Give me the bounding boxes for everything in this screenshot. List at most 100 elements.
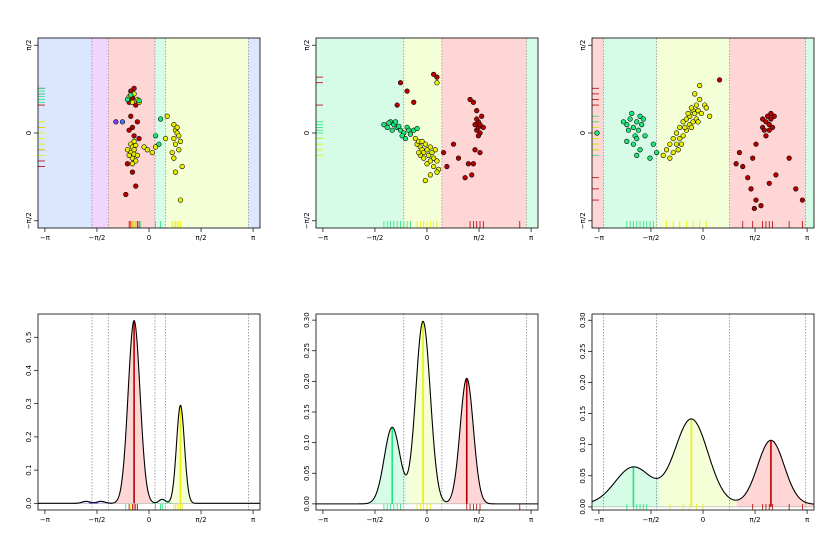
data-point [131, 138, 137, 144]
data-point [450, 141, 457, 147]
data-point [171, 155, 177, 161]
data-point [750, 155, 756, 161]
data-point [128, 92, 134, 98]
data-point [663, 147, 670, 153]
data-point [129, 161, 136, 167]
x-tick-label: −π/2 [642, 516, 659, 524]
y-tick-label: 0.0 [25, 498, 33, 509]
data-point [427, 172, 433, 178]
data-point [128, 113, 134, 119]
data-point [404, 88, 410, 94]
x-tick-label: π/2 [196, 516, 207, 524]
x-tick-label: −π/2 [366, 516, 383, 524]
data-point [695, 108, 701, 114]
data-point [758, 203, 764, 209]
data-point [637, 113, 643, 119]
data-point [119, 119, 126, 125]
data-point [444, 163, 450, 170]
data-point [396, 123, 402, 129]
region-band [805, 38, 814, 228]
data-point [407, 131, 414, 137]
data-point [414, 125, 420, 132]
data-point [683, 116, 690, 122]
x-tick-label: π/2 [474, 516, 485, 524]
y-tick-label: 0.00 [579, 499, 587, 515]
region-band [656, 38, 730, 228]
y-tick-label: 0.10 [579, 437, 587, 453]
data-point [434, 169, 440, 175]
density-fill [592, 466, 660, 507]
data-point [642, 133, 648, 139]
data-point [465, 161, 472, 167]
data-point [434, 158, 440, 164]
data-point [144, 147, 150, 153]
plot-frame [37, 313, 261, 511]
data-point [697, 96, 703, 103]
y-tick-label: 0.15 [303, 404, 311, 420]
data-point [594, 130, 600, 136]
density-curve [316, 320, 538, 505]
data-point [625, 127, 632, 133]
region-band [154, 38, 166, 228]
data-point [703, 105, 709, 111]
data-point [786, 155, 792, 161]
data-point [635, 127, 641, 133]
data-point [156, 141, 162, 147]
data-point [153, 133, 159, 139]
density-fill [168, 405, 260, 504]
x-tick-label: −π [594, 234, 605, 242]
data-point [733, 161, 739, 167]
data-point [769, 124, 776, 131]
y-tick-label: 0.10 [303, 435, 311, 451]
x-tick-label: −π [40, 516, 51, 524]
data-point [682, 124, 688, 131]
panel-top-right: −π −π/2 0 π/2 π −π/2 0 π/2 [579, 37, 815, 242]
data-point [470, 161, 476, 167]
data-point [673, 141, 680, 147]
data-point [753, 197, 759, 203]
data-point [677, 135, 683, 142]
region-band [38, 38, 93, 228]
x-tick-label: π [251, 516, 256, 524]
plot-area [38, 38, 260, 228]
density-fill [659, 418, 737, 507]
data-point [624, 122, 630, 128]
data-point [455, 155, 462, 161]
data-point [654, 149, 660, 156]
y-tick-label: 0.00 [303, 496, 311, 512]
x-tick-label: −π [40, 234, 51, 242]
data-point [765, 113, 771, 119]
y-tick-label: 0.4 [25, 364, 33, 376]
y-tick-label: 0.1 [25, 465, 33, 476]
panel-top-middle: −π −π/2 0 π/2 π −π/2 0 π/2 [303, 37, 539, 242]
data-point [474, 116, 480, 122]
data-point [402, 135, 409, 142]
data-point [660, 152, 666, 158]
data-point [675, 147, 681, 153]
plot-area [316, 38, 538, 228]
data-point [640, 116, 646, 122]
data-point [467, 96, 473, 103]
data-point [421, 155, 427, 161]
plot-area [592, 314, 814, 510]
data-point [647, 155, 653, 161]
data-point [131, 133, 137, 139]
data-point [685, 110, 691, 117]
data-point [172, 169, 179, 175]
data-point [692, 91, 698, 97]
y-tick-label: 0.30 [303, 312, 311, 328]
data-point [171, 135, 177, 142]
panel-bottom-right: −π −π/2 0 π/2 π 0.00 0.05 0.10 0.15 0.20 0.25 0.30 [579, 312, 815, 524]
data-point [397, 80, 404, 86]
data-point [429, 149, 435, 156]
y-tick-label: 0 [25, 131, 33, 135]
data-point [134, 119, 141, 125]
data-point [630, 141, 637, 147]
y-tick-label: π/2 [25, 40, 33, 51]
data-point [670, 135, 676, 142]
x-tick-label: π/2 [750, 234, 761, 242]
data-point [766, 122, 772, 128]
data-point [162, 135, 169, 142]
y-tick-label: π/2 [579, 40, 587, 51]
data-point [431, 71, 437, 77]
